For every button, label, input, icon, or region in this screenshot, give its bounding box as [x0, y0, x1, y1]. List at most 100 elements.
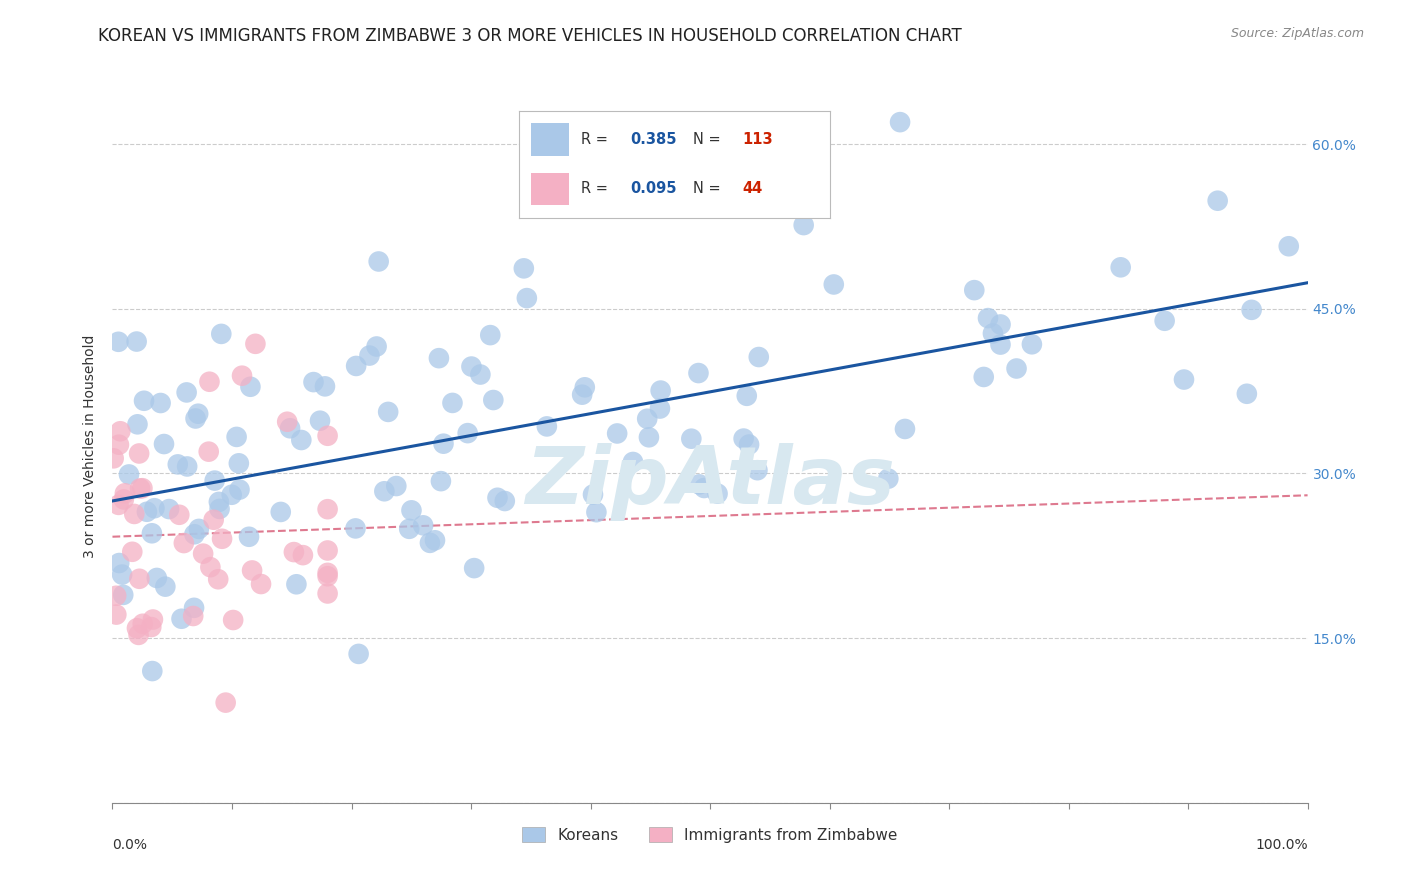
Point [125, 621, 148, 635]
Point [1206, 194, 1229, 208]
Point [155, 580, 177, 594]
Point [688, 366, 710, 380]
Point [430, 474, 453, 488]
Point [314, 379, 336, 393]
Point [347, 647, 370, 661]
Point [799, 140, 821, 154]
Point [128, 628, 150, 642]
Point [636, 411, 658, 425]
Point [377, 405, 399, 419]
Point [191, 547, 214, 561]
Point [108, 438, 131, 452]
Point [240, 564, 263, 578]
Point [693, 481, 716, 495]
Point [231, 368, 253, 383]
Point [302, 375, 325, 389]
Point [733, 432, 755, 446]
Point [291, 548, 314, 562]
Text: 0.0%: 0.0% [112, 838, 148, 853]
Point [141, 620, 163, 634]
Point [153, 437, 176, 451]
Point [482, 392, 505, 407]
Point [198, 375, 221, 389]
Point [706, 486, 728, 500]
Point [209, 326, 232, 341]
Point [889, 115, 911, 129]
Point [681, 432, 703, 446]
Point [197, 444, 219, 458]
Point [650, 384, 672, 398]
Point [184, 411, 207, 425]
Point [1278, 239, 1301, 253]
Point [127, 417, 149, 432]
Point [571, 387, 593, 401]
Point [1021, 337, 1043, 351]
Legend: Koreans, Immigrants from Zimbabwe: Koreans, Immigrants from Zimbabwe [516, 821, 904, 848]
Y-axis label: 3 or more Vehicles in Household: 3 or more Vehicles in Household [83, 334, 97, 558]
Point [283, 545, 305, 559]
Point [316, 586, 339, 600]
Point [486, 491, 509, 505]
Point [107, 334, 129, 349]
Point [157, 502, 180, 516]
Point [238, 530, 260, 544]
Point [344, 521, 367, 535]
Point [373, 484, 395, 499]
Point [215, 696, 238, 710]
Point [125, 334, 148, 349]
Point [412, 518, 434, 533]
Point [606, 426, 628, 441]
Point [1236, 386, 1258, 401]
Point [460, 359, 482, 374]
Point [513, 261, 536, 276]
Point [135, 505, 157, 519]
Text: 100.0%: 100.0% [1256, 838, 1308, 853]
Point [110, 424, 132, 438]
Point [1109, 260, 1132, 275]
Point [103, 451, 125, 466]
Point [170, 612, 193, 626]
Point [176, 385, 198, 400]
Point [401, 503, 423, 517]
Point [688, 477, 710, 491]
Point [536, 419, 558, 434]
Point [250, 577, 273, 591]
Point [208, 495, 231, 509]
Point [981, 326, 1004, 341]
Point [316, 569, 339, 583]
Point [359, 349, 381, 363]
Point [366, 339, 388, 353]
Point [385, 479, 408, 493]
Point [132, 393, 155, 408]
Point [1153, 314, 1175, 328]
Point [457, 426, 479, 441]
Point [128, 446, 150, 460]
Point [648, 401, 671, 416]
Point [173, 536, 195, 550]
Point [208, 502, 231, 516]
Point [1240, 302, 1263, 317]
Point [748, 350, 770, 364]
Text: ZipAtlas: ZipAtlas [524, 442, 896, 521]
Point [427, 351, 450, 366]
Point [877, 472, 900, 486]
Point [245, 336, 267, 351]
Point [316, 566, 339, 580]
Point [276, 415, 298, 429]
Point [187, 522, 209, 536]
Point [105, 607, 128, 622]
Point [963, 283, 986, 297]
Point [105, 589, 128, 603]
Point [187, 407, 209, 421]
Point [132, 616, 155, 631]
Point [990, 337, 1012, 351]
Point [977, 311, 1000, 326]
Point [973, 370, 995, 384]
Point [176, 459, 198, 474]
Point [225, 430, 247, 444]
Point [207, 572, 229, 586]
Point [638, 430, 661, 444]
Point [494, 494, 516, 508]
Point [112, 492, 135, 507]
Point [735, 389, 758, 403]
